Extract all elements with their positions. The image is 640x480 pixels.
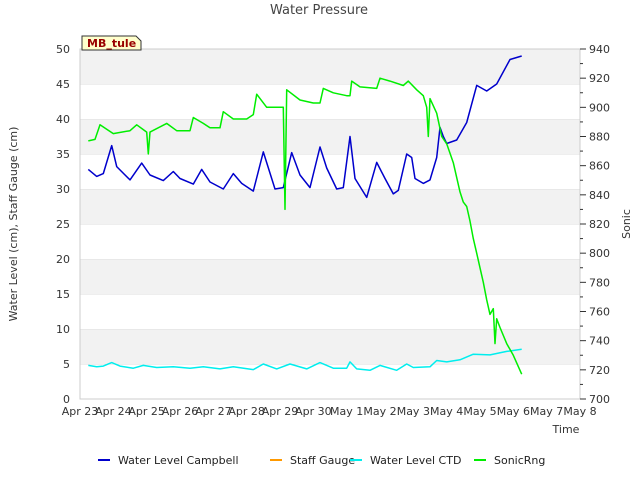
left-tick-label: 5 (63, 358, 70, 371)
x-tick-label: Apr 26 (162, 405, 199, 418)
x-axis-label: Time (552, 423, 580, 436)
annotation-label: MB_tule (87, 37, 136, 50)
grid-band (80, 49, 580, 84)
x-tick-label: May 1 (330, 405, 363, 418)
right-tick-label: 840 (589, 189, 610, 202)
right-tick-label: 700 (589, 393, 610, 406)
y-axis-left-label: Water Level (cm), Staff Gauge (cm) (7, 127, 20, 322)
grid-band (80, 364, 580, 399)
legend-entry-label: Staff Gauge (290, 454, 355, 467)
x-tick-label: Apr 24 (95, 405, 132, 418)
legend-entry-label: SonicRng (494, 454, 545, 467)
x-tick-label: May 6 (497, 405, 530, 418)
legend: Water Level Campbell Staff Gauge Water Lev… (98, 454, 545, 467)
x-tick-label: May 3 (397, 405, 430, 418)
grid-band (80, 154, 580, 189)
grid-band (80, 224, 580, 259)
x-tick-label: Apr 29 (262, 405, 299, 418)
grid-band (80, 189, 580, 224)
x-tick-label: May 4 (430, 405, 463, 418)
x-tick-label: Apr 25 (128, 405, 165, 418)
left-tick-label: 0 (63, 393, 70, 406)
x-tick-label: May 8 (563, 405, 596, 418)
grid-band (80, 259, 580, 294)
left-tick-label: 25 (56, 218, 70, 231)
series-line-water-level-ctd (88, 348, 522, 372)
right-tick-label: 940 (589, 43, 610, 56)
left-tick-label: 10 (56, 323, 70, 336)
annotation-box: MB_tule (81, 35, 142, 51)
right-tick-label: 740 (589, 335, 610, 348)
right-tick-label: 780 (589, 276, 610, 289)
grid-band (80, 119, 580, 154)
grid-band (80, 84, 580, 119)
annotation-shape (81, 35, 142, 51)
y-axis-right-label: Sonic (620, 209, 633, 239)
left-tick-label: 40 (56, 113, 70, 126)
series-group (87, 55, 523, 375)
x-tick-label: May 2 (363, 405, 396, 418)
left-tick-label: 35 (56, 148, 70, 161)
grid-band (80, 329, 580, 364)
x-tick-label: Apr 28 (228, 405, 265, 418)
legend-entry-label: Water Level Campbell (118, 454, 239, 467)
left-tick-label: 15 (56, 288, 70, 301)
right-axis-ticks: 700 720 740 760 780 800 820 840 860 880 900 920 940 (580, 43, 610, 406)
right-tick-label: 900 (589, 101, 610, 114)
legend-entry-label: Water Level CTD (370, 454, 461, 467)
chart-title: Water Pressure (270, 3, 368, 18)
right-tick-label: 800 (589, 247, 610, 260)
grid-band (80, 294, 580, 329)
series-line-water-level-campbell (87, 55, 522, 199)
left-tick-label: 20 (56, 253, 70, 266)
x-tick-label: Apr 23 (62, 405, 99, 418)
series-line-sonicrng (88, 77, 523, 375)
left-tick-label: 30 (56, 183, 70, 196)
right-tick-label: 880 (589, 131, 610, 144)
left-axis-ticks: 0 5 10 15 20 25 30 35 40 45 50 (56, 43, 70, 406)
right-tick-label: 920 (589, 72, 610, 85)
right-tick-label: 860 (589, 160, 610, 173)
right-tick-label: 720 (589, 364, 610, 377)
plot-bands (80, 48, 580, 399)
x-tick-label: May 7 (530, 405, 563, 418)
left-tick-label: 50 (56, 43, 70, 56)
left-tick-label: 45 (56, 78, 70, 91)
x-tick-label: Apr 27 (195, 405, 232, 418)
right-tick-label: 760 (589, 306, 610, 319)
right-tick-label: 820 (589, 218, 610, 231)
x-tick-label: Apr 30 (295, 405, 332, 418)
x-tick-label: May 5 (463, 405, 496, 418)
